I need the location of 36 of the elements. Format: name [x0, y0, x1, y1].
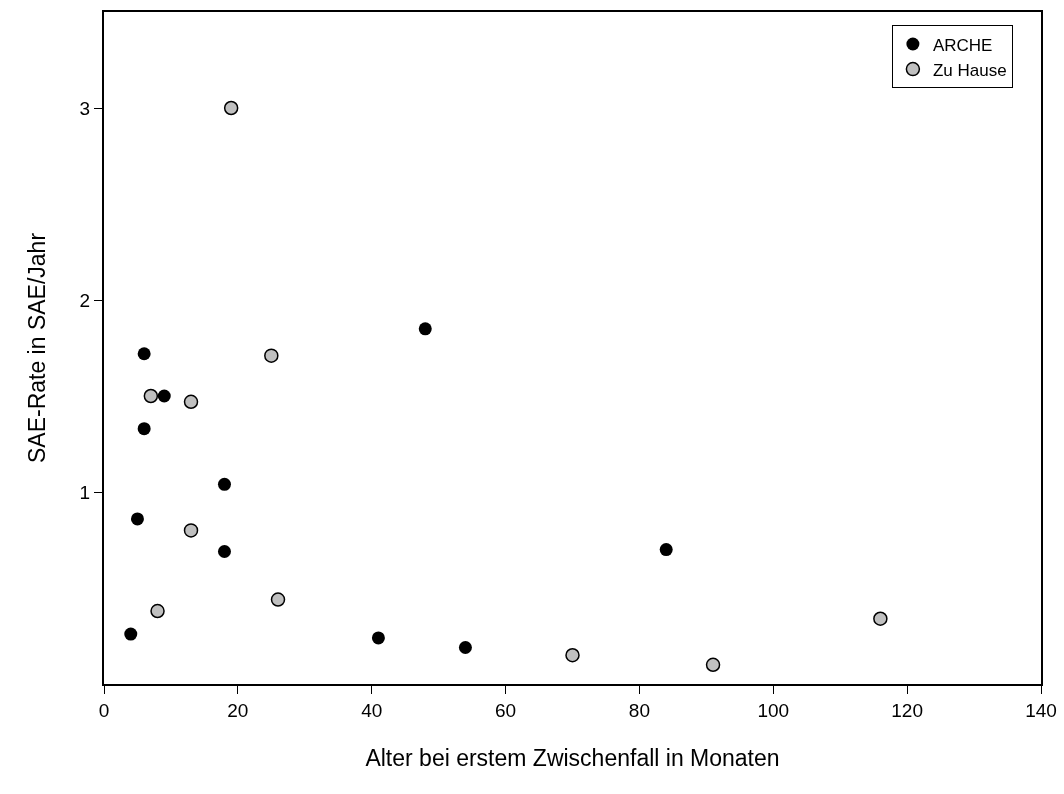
point: [137, 347, 151, 361]
x-tick-label: 0: [98, 699, 110, 721]
point: [223, 100, 239, 116]
point: [137, 422, 151, 436]
point: [659, 543, 673, 557]
x-tick-label: 100: [757, 699, 790, 721]
y-tick-label: 3: [79, 97, 91, 119]
y-axis-title: SAE-Rate in SAE/Jahr: [23, 232, 50, 464]
point: [705, 657, 721, 673]
point: [565, 647, 580, 663]
point: [371, 631, 385, 645]
x-tick-label: 40: [361, 699, 383, 721]
point: [873, 611, 888, 626]
point: [183, 394, 199, 409]
point: [458, 641, 472, 655]
x-tick-label: 120: [891, 699, 923, 721]
x-tick-label: 20: [227, 699, 249, 721]
legend-label: Zu Hause: [932, 60, 1007, 80]
legend-label: ARCHE: [932, 35, 993, 55]
point: [264, 348, 279, 363]
point: [157, 389, 171, 403]
point: [124, 627, 138, 641]
x-tick-label: 140: [1025, 699, 1057, 721]
x-tick-label: 60: [495, 699, 517, 721]
point: [418, 322, 432, 336]
point: [270, 592, 286, 607]
point: [130, 512, 144, 526]
y-tick-label: 1: [79, 481, 91, 503]
point: [183, 523, 199, 538]
point: [150, 603, 165, 619]
x-tick-label: 80: [628, 699, 650, 721]
point: [143, 388, 159, 404]
point: [217, 477, 231, 491]
y-tick-label: 2: [79, 289, 91, 311]
x-axis-title: Alter bei erstem Zwischenfall in Monaten: [365, 744, 780, 771]
point: [217, 545, 231, 559]
